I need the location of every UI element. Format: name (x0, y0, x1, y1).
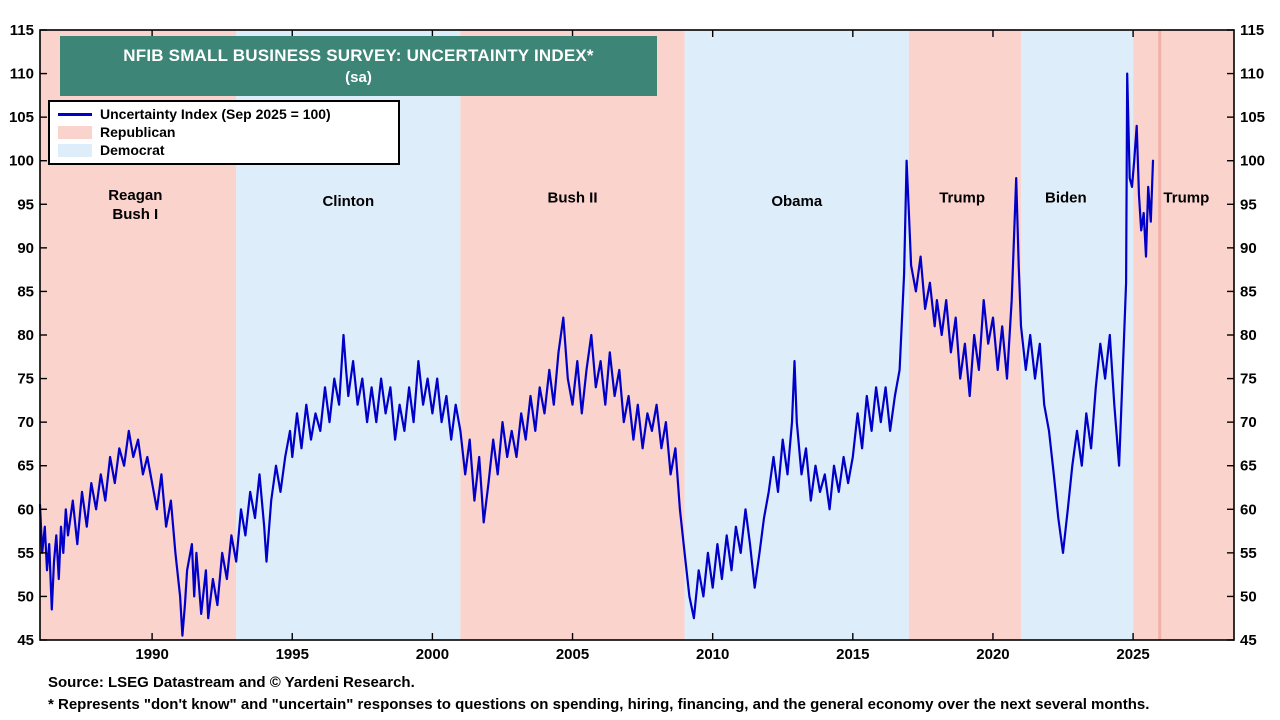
era-bands (40, 30, 1234, 640)
y-tick-label-right: 55 (1240, 545, 1257, 562)
y-tick-label-left: 95 (17, 196, 34, 213)
source-line: Source: LSEG Datastream and © Yardeni Re… (48, 674, 415, 691)
legend-label-series: Uncertainty Index (Sep 2025 = 100) (100, 106, 331, 122)
chart-footer: Source: LSEG Datastream and © Yardeni Re… (48, 672, 1149, 716)
era-band-biden (1020, 30, 1134, 640)
x-tick-label: 2025 (1116, 646, 1149, 663)
era-label: Bush II (548, 190, 598, 207)
y-tick-label-left: 100 (9, 153, 34, 170)
era-label: Clinton (322, 193, 374, 210)
y-tick-label-left: 115 (10, 22, 34, 39)
x-tick-label: 1995 (276, 646, 309, 663)
democrat-swatch-icon (58, 143, 92, 157)
x-tick-label: 2000 (416, 646, 449, 663)
era-band-trump (908, 30, 1021, 640)
era-label: Trump (939, 190, 985, 207)
x-axis: 1990 1995 2000 2005 2010 2015 2020 2025 (135, 30, 1150, 663)
x-tick-label: 2005 (556, 646, 589, 663)
y-tick-label-left: 85 (17, 283, 34, 300)
era-labels: Reagan Bush I Clinton Bush II Obama Trump Bide… (108, 187, 1209, 223)
era-label: Biden (1045, 190, 1087, 207)
y-tick-label-right: 90 (1240, 240, 1257, 257)
y-tick-label-right: 105 (1240, 109, 1265, 126)
chart-subtitle: (sa) (345, 69, 372, 86)
y-tick-label-right: 45 (1240, 632, 1257, 649)
y-tick-label-left: 105 (9, 109, 34, 126)
chart-plot-area: Reagan Bush I Clinton Bush II Obama Trump Bide… (9, 22, 1265, 663)
era-label: Reagan Bush I (108, 187, 162, 223)
era-band-obama (684, 30, 909, 640)
y-tick-label-right: 65 (1240, 458, 1257, 475)
x-tick-label: 2015 (836, 646, 869, 663)
chart-title: NFIB SMALL BUSINESS SURVEY: UNCERTAINTY … (123, 46, 594, 65)
y-tick-label-right: 100 (1240, 153, 1265, 170)
republican-swatch-icon (58, 125, 92, 139)
y-tick-label-left: 75 (17, 371, 34, 388)
y-tick-label-left: 65 (17, 458, 34, 475)
y-tick-label-right: 60 (1240, 501, 1257, 518)
y-tick-label-right: 70 (1240, 414, 1257, 431)
y-tick-label-right: 85 (1240, 283, 1257, 300)
legend: Uncertainty Index (Sep 2025 = 100) Repub… (48, 100, 400, 165)
y-tick-label-left: 45 (17, 632, 34, 649)
y-tick-label-left: 90 (17, 240, 34, 257)
series-line-icon (58, 112, 92, 116)
y-tick-label-left: 50 (17, 588, 34, 605)
x-tick-label: 2010 (696, 646, 729, 663)
y-tick-label-left: 110 (10, 66, 34, 83)
y-tick-label-right: 110 (1240, 66, 1264, 83)
y-tick-label-right: 95 (1240, 196, 1257, 213)
era-band-bush-ii (460, 30, 685, 640)
y-axis: 45 45 50 50 55 55 60 60 65 65 70 70 75 75 80 80 85 85 90 90… (9, 22, 1265, 649)
y-tick-label-right: 80 (1240, 327, 1257, 344)
x-tick-label: 1990 (135, 646, 168, 663)
legend-item-republican: Republican (58, 123, 390, 141)
legend-item-series: Uncertainty Index (Sep 2025 = 100) (58, 105, 390, 123)
legend-label-democrat: Democrat (100, 142, 165, 158)
chart-title-box: NFIB SMALL BUSINESS SURVEY: UNCERTAINTY … (60, 36, 657, 96)
series-lines (38, 72, 1155, 637)
era-band-trump (1133, 30, 1234, 640)
legend-swatch-democrat (58, 143, 92, 157)
y-tick-label-right: 115 (1240, 22, 1264, 39)
y-tick-label-right: 50 (1240, 588, 1257, 605)
legend-item-democrat: Democrat (58, 141, 390, 159)
era-label: Trump (1163, 190, 1209, 207)
era-label: Obama (771, 193, 823, 210)
y-tick-label-left: 60 (17, 501, 34, 518)
legend-label-republican: Republican (100, 124, 176, 140)
legend-swatch-republican (58, 125, 92, 139)
y-tick-label-right: 75 (1240, 371, 1257, 388)
uncertainty-index-line (38, 72, 1155, 637)
x-tick-label: 2020 (976, 646, 1009, 663)
legend-line-swatch (58, 112, 92, 116)
y-tick-label-left: 80 (17, 327, 34, 344)
y-tick-label-left: 70 (17, 414, 34, 431)
footnote-line: * Represents "don't know" and "uncertain… (48, 696, 1150, 713)
y-tick-label-left: 55 (17, 545, 34, 562)
